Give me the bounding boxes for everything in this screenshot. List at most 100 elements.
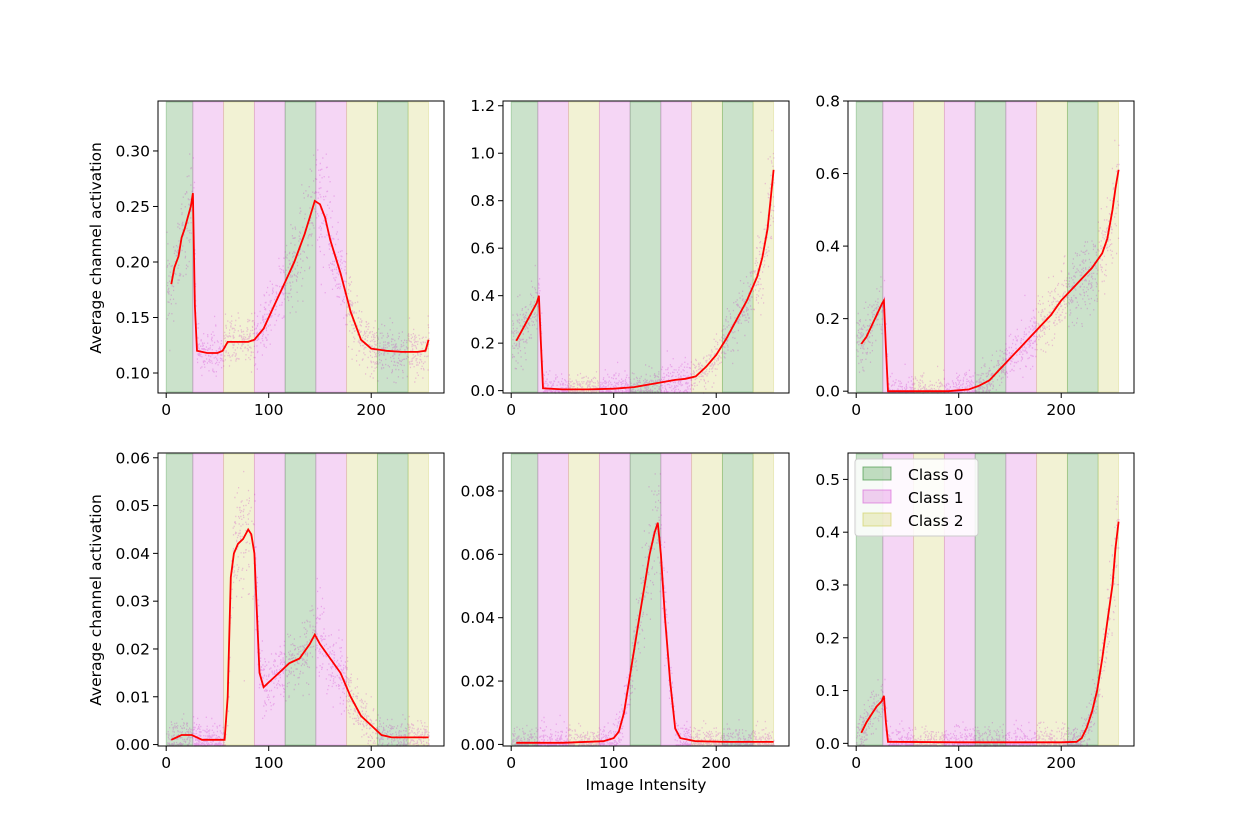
y-tick-label: 0.04 bbox=[115, 545, 150, 563]
band-class-1 bbox=[537, 453, 570, 746]
band-class-0 bbox=[974, 453, 1007, 746]
band-class-0 bbox=[376, 453, 409, 746]
y-tick-label: 0.15 bbox=[115, 309, 150, 327]
band-class-1 bbox=[882, 101, 915, 393]
y-tick-label: 0.2 bbox=[815, 310, 840, 328]
y-tick-label: 0.1 bbox=[815, 682, 840, 700]
y-tick-label: 0.20 bbox=[115, 253, 150, 271]
y-tick-label: 0.08 bbox=[460, 483, 495, 501]
band-class-1 bbox=[253, 453, 286, 746]
band-class-0 bbox=[165, 453, 194, 746]
axes-frame bbox=[502, 452, 790, 747]
axes-frame bbox=[847, 100, 1135, 394]
x-tick-label: 200 bbox=[1046, 754, 1076, 772]
ylabel-bottom: Average channel activation bbox=[87, 494, 105, 706]
x-tick-label: 200 bbox=[1046, 401, 1076, 419]
y-tick-label: 0.6 bbox=[470, 240, 495, 258]
band-class-1 bbox=[598, 101, 631, 393]
y-tick-label: 0.3 bbox=[815, 576, 840, 594]
y-tick-label: 0.02 bbox=[460, 673, 495, 691]
band-class-2 bbox=[568, 453, 600, 746]
x-tick-label: 100 bbox=[599, 401, 629, 419]
x-tick-label: 100 bbox=[254, 754, 284, 772]
legend-label-class-2: Class 2 bbox=[908, 512, 964, 530]
band-class-1 bbox=[1005, 101, 1038, 393]
y-tick-label: 0.06 bbox=[115, 449, 150, 467]
ylabel-top: Average channel activation bbox=[87, 142, 105, 354]
band-class-0 bbox=[510, 453, 539, 746]
axes-frame bbox=[502, 100, 790, 394]
band-class-1 bbox=[1005, 453, 1038, 746]
band-class-0 bbox=[284, 453, 317, 746]
band-class-1 bbox=[598, 453, 631, 746]
y-tick-label: 0.02 bbox=[115, 640, 150, 658]
x-tick-label: 0 bbox=[851, 401, 861, 419]
y-tick-label: 0.6 bbox=[815, 165, 840, 183]
band-class-2 bbox=[346, 453, 378, 746]
x-tick-label: 0 bbox=[161, 401, 171, 419]
x-tick-label: 100 bbox=[944, 401, 974, 419]
band-class-1 bbox=[192, 453, 225, 746]
legend-frame bbox=[854, 458, 979, 537]
panel-1: 0 100 200 0.10 0.15 0.20 0.25 0.30 bbox=[115, 100, 445, 419]
scatter-points bbox=[511, 129, 775, 394]
y-tick-label: 0.5 bbox=[815, 471, 840, 489]
y-tick-label: 0.2 bbox=[470, 335, 495, 353]
y-tick-label: 0.0 bbox=[815, 383, 840, 401]
band-class-1 bbox=[537, 101, 570, 393]
y-tick-label: 0.00 bbox=[460, 736, 495, 754]
band-class-2 bbox=[691, 453, 723, 746]
band-class-2 bbox=[223, 101, 255, 393]
band-class-2 bbox=[1036, 101, 1068, 393]
x-tick-label: 200 bbox=[701, 401, 731, 419]
xlabel: Image Intensity bbox=[586, 776, 707, 794]
band-class-0 bbox=[974, 101, 1007, 393]
y-tick-label: 0.4 bbox=[470, 287, 495, 305]
mean-activation-line bbox=[516, 522, 774, 744]
legend-label-class-0: Class 0 bbox=[908, 466, 964, 484]
band-class-2 bbox=[691, 101, 723, 393]
legend-swatch-class-0 bbox=[862, 466, 892, 481]
x-tick-label: 200 bbox=[356, 401, 386, 419]
x-tick-label: 100 bbox=[944, 754, 974, 772]
axes-frame bbox=[157, 100, 445, 394]
mean-activation-line bbox=[170, 193, 430, 354]
band-class-2 bbox=[752, 453, 775, 746]
band-class-0 bbox=[1066, 453, 1099, 746]
band-class-0 bbox=[510, 101, 539, 393]
y-tick-label: 0.04 bbox=[460, 609, 495, 627]
band-class-2 bbox=[568, 101, 600, 393]
band-class-1 bbox=[253, 101, 286, 393]
mean-activation-line bbox=[515, 169, 775, 391]
y-tick-label: 0.4 bbox=[815, 524, 840, 542]
x-tick-label: 0 bbox=[506, 754, 516, 772]
y-tick-label: 1.2 bbox=[470, 97, 495, 115]
y-tick-label: 0.0 bbox=[815, 735, 840, 753]
band-class-1 bbox=[943, 101, 976, 393]
x-tick-label: 0 bbox=[506, 401, 516, 419]
band-class-1 bbox=[660, 101, 693, 393]
legend-swatch-class-1 bbox=[862, 489, 892, 504]
mean-activation-line bbox=[860, 169, 1120, 393]
band-class-2 bbox=[346, 101, 378, 393]
panel-2: 0 100 200 0.0 0.2 0.4 0.6 0.8 1.0 1.2 bbox=[470, 97, 790, 419]
band-class-0 bbox=[376, 101, 409, 393]
y-tick-label: 0.00 bbox=[115, 736, 150, 754]
scatter-cloud bbox=[511, 129, 775, 394]
x-tick-label: 100 bbox=[599, 754, 629, 772]
band-class-2 bbox=[407, 453, 430, 746]
y-tick-label: 0.30 bbox=[115, 142, 150, 160]
mean-activation-line bbox=[170, 527, 429, 741]
y-tick-label: 0.03 bbox=[115, 593, 150, 611]
band-class-1 bbox=[192, 101, 225, 393]
band-class-2 bbox=[407, 101, 430, 393]
band-class-2 bbox=[1097, 453, 1120, 746]
x-tick-label: 0 bbox=[851, 754, 861, 772]
band-class-1 bbox=[315, 453, 348, 746]
y-tick-label: 0.25 bbox=[115, 198, 150, 216]
band-class-0 bbox=[721, 453, 754, 746]
x-tick-label: 0 bbox=[161, 754, 171, 772]
x-tick-label: 100 bbox=[254, 401, 284, 419]
y-tick-label: 0.8 bbox=[470, 192, 495, 210]
axes-frame bbox=[157, 452, 445, 747]
